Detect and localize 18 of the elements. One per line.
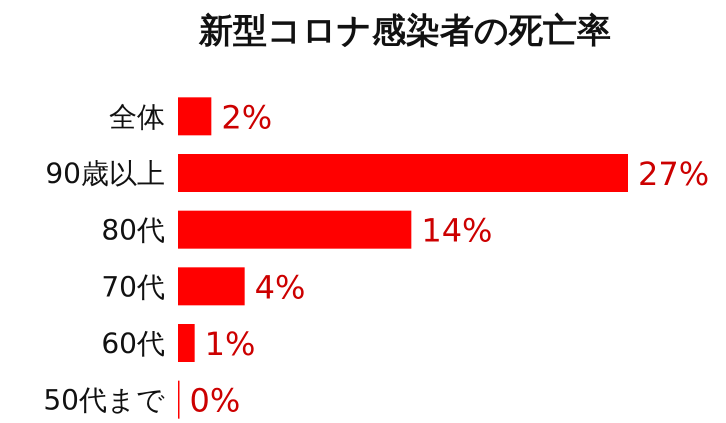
data-label: 1% [204, 325, 256, 363]
data-label: 4% [254, 268, 306, 306]
data-label: 2% [221, 98, 272, 136]
data-label: 0% [190, 382, 240, 420]
data-label: 27% [638, 155, 710, 193]
bar [178, 324, 195, 362]
bar [178, 154, 628, 192]
y-tick-label: 80代 [101, 214, 165, 247]
bar [178, 267, 245, 306]
chart-title: 新型コロナ感染者の死亡率 [198, 11, 611, 51]
data-label: 14% [421, 212, 492, 250]
y-tick-label: 70代 [101, 270, 165, 304]
y-tick-label: 90歳以上 [45, 157, 165, 190]
y-tick-label: 60代 [101, 327, 165, 360]
bar [178, 97, 212, 136]
bar [178, 210, 412, 249]
y-tick-label: 50代まで [43, 384, 165, 417]
y-tick-label: 全体 [109, 100, 165, 134]
